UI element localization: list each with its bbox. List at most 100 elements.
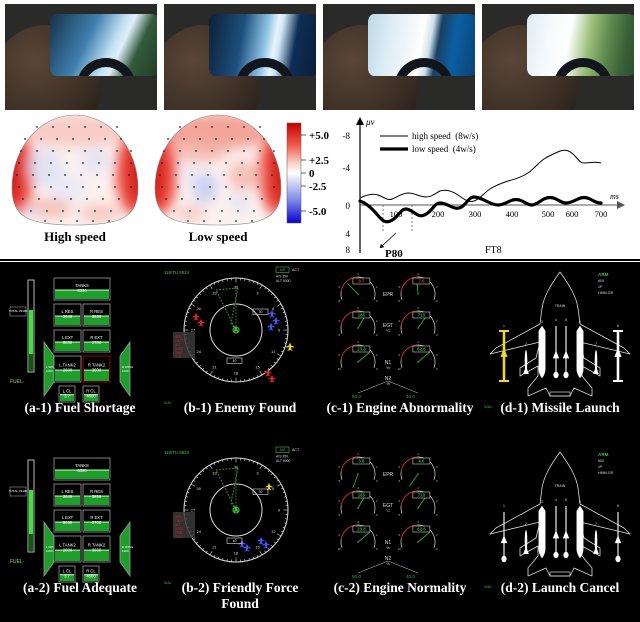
svg-text:0: 0 bbox=[376, 299, 378, 303]
svg-text:1: 1 bbox=[503, 324, 505, 328]
svg-text:%: % bbox=[386, 365, 390, 370]
svg-text:27: 27 bbox=[191, 508, 196, 513]
svg-text:ALT 5000: ALT 5000 bbox=[276, 459, 291, 463]
svg-text:2: 2 bbox=[376, 319, 378, 323]
svg-text:8: 8 bbox=[398, 479, 400, 483]
svg-text:40.0: 40.0 bbox=[406, 394, 415, 399]
svg-text:0: 0 bbox=[376, 513, 378, 517]
svg-text:15: 15 bbox=[255, 545, 260, 550]
svg-text:30: 30 bbox=[197, 486, 202, 491]
svg-text:0: 0 bbox=[436, 367, 438, 371]
svg-text:62.6: 62.6 bbox=[417, 347, 426, 352]
svg-text:8: 8 bbox=[346, 245, 351, 255]
svg-text:ARM: ARM bbox=[598, 452, 609, 457]
svg-text:3: 3 bbox=[256, 470, 259, 475]
svg-text:5: 5 bbox=[565, 498, 567, 502]
svg-text:6: 6 bbox=[338, 353, 340, 357]
svg-text:4: 4 bbox=[417, 340, 419, 344]
svg-text:3.7: 3.7 bbox=[64, 393, 70, 398]
svg-text:6: 6 bbox=[398, 499, 400, 503]
svg-text:°C: °C bbox=[386, 328, 391, 333]
svg-text:30: 30 bbox=[259, 310, 263, 314]
svg-text:3.36: 3.36 bbox=[175, 535, 181, 539]
svg-text:TRAIN: TRAIN bbox=[555, 304, 566, 308]
svg-text:2700: 2700 bbox=[92, 340, 102, 345]
svg-text:1000: 1000 bbox=[46, 369, 53, 373]
svg-text:1P: 1P bbox=[598, 285, 603, 289]
svg-text:6: 6 bbox=[579, 500, 581, 504]
svg-text:FUEL-: FUEL- bbox=[10, 379, 25, 385]
svg-text:HMM-GR: HMM-GR bbox=[598, 471, 614, 475]
svg-text:6: 6 bbox=[338, 533, 340, 537]
svg-text:2: 2 bbox=[376, 285, 378, 289]
svg-text:400: 400 bbox=[506, 209, 519, 219]
svg-text:ms: ms bbox=[610, 192, 619, 201]
svg-text:600: 600 bbox=[566, 209, 579, 219]
svg-text:600: 600 bbox=[598, 459, 604, 463]
svg-text:2: 2 bbox=[525, 342, 527, 346]
svg-text:8: 8 bbox=[398, 333, 400, 337]
svg-text:5: 5 bbox=[565, 318, 567, 322]
svg-text:0: 0 bbox=[436, 333, 438, 337]
svg-text:2: 2 bbox=[436, 285, 438, 289]
svg-text:24: 24 bbox=[197, 529, 202, 534]
svg-text:A/G: A/G bbox=[280, 268, 286, 272]
svg-text:4: 4 bbox=[357, 272, 359, 276]
svg-text:2: 2 bbox=[376, 533, 378, 537]
svg-text:0: 0 bbox=[346, 201, 351, 211]
svg-text:7.0: 7.0 bbox=[418, 279, 425, 284]
svg-text:6: 6 bbox=[398, 533, 400, 537]
svg-text:710: 710 bbox=[418, 493, 426, 498]
svg-text:3: 3 bbox=[541, 500, 543, 504]
svg-text:FUEL-: FUEL- bbox=[10, 559, 25, 565]
svg-text:3649: 3649 bbox=[63, 314, 73, 319]
svg-text:1000: 1000 bbox=[122, 549, 129, 553]
svg-text:12: 12 bbox=[271, 529, 276, 534]
svg-text:2: 2 bbox=[376, 465, 378, 469]
svg-text:μv: μv bbox=[365, 117, 375, 127]
svg-text:4: 4 bbox=[417, 486, 419, 490]
svg-text:40.0: 40.0 bbox=[406, 574, 415, 579]
svg-text:ALT 5000: ALT 5000 bbox=[276, 279, 291, 283]
svg-text:3.36: 3.36 bbox=[175, 355, 181, 359]
svg-text:3649: 3649 bbox=[63, 494, 73, 499]
svg-text:3836: 3836 bbox=[92, 494, 102, 499]
svg-text:4: 4 bbox=[417, 272, 419, 276]
svg-text:6: 6 bbox=[398, 353, 400, 357]
svg-text:30: 30 bbox=[338, 367, 341, 371]
svg-text:%: % bbox=[386, 545, 390, 550]
svg-text:A/S 350: A/S 350 bbox=[276, 455, 288, 459]
svg-text:0: 0 bbox=[436, 547, 438, 551]
svg-text:6: 6 bbox=[398, 285, 400, 289]
svg-text:6: 6 bbox=[398, 465, 400, 469]
svg-text:8: 8 bbox=[398, 513, 400, 517]
svg-text:185: 185 bbox=[358, 313, 366, 318]
svg-text:1P: 1P bbox=[598, 465, 603, 469]
svg-text:50.0: 50.0 bbox=[352, 574, 361, 579]
svg-text:0: 0 bbox=[376, 333, 378, 337]
svg-text:6330: 6330 bbox=[77, 468, 87, 473]
svg-text:8: 8 bbox=[398, 299, 400, 303]
svg-text:6: 6 bbox=[398, 319, 400, 323]
svg-text:15: 15 bbox=[255, 365, 260, 370]
svg-text:0: 0 bbox=[376, 367, 378, 371]
svg-text:EPR: EPR bbox=[383, 292, 394, 298]
svg-text:0: 0 bbox=[376, 479, 378, 483]
svg-text:0: 0 bbox=[436, 299, 438, 303]
svg-text:8: 8 bbox=[617, 504, 619, 508]
svg-text:ARM: ARM bbox=[598, 272, 609, 277]
svg-text:3: 3 bbox=[256, 290, 259, 295]
svg-text:high speed (8w/s): high speed (8w/s) bbox=[412, 131, 478, 141]
svg-text:24: 24 bbox=[197, 349, 202, 354]
svg-text:-8: -8 bbox=[343, 131, 351, 141]
svg-text:4: 4 bbox=[357, 340, 359, 344]
svg-text:2700: 2700 bbox=[92, 520, 102, 525]
svg-text:4: 4 bbox=[417, 306, 419, 310]
svg-text:12: 12 bbox=[271, 349, 276, 354]
svg-text:2: 2 bbox=[376, 353, 378, 357]
svg-text:4: 4 bbox=[555, 498, 557, 502]
svg-text:3.8: 3.8 bbox=[358, 459, 365, 464]
svg-text:6: 6 bbox=[272, 486, 275, 491]
svg-text:2600: 2600 bbox=[63, 547, 73, 552]
svg-text:18: 18 bbox=[234, 371, 239, 376]
